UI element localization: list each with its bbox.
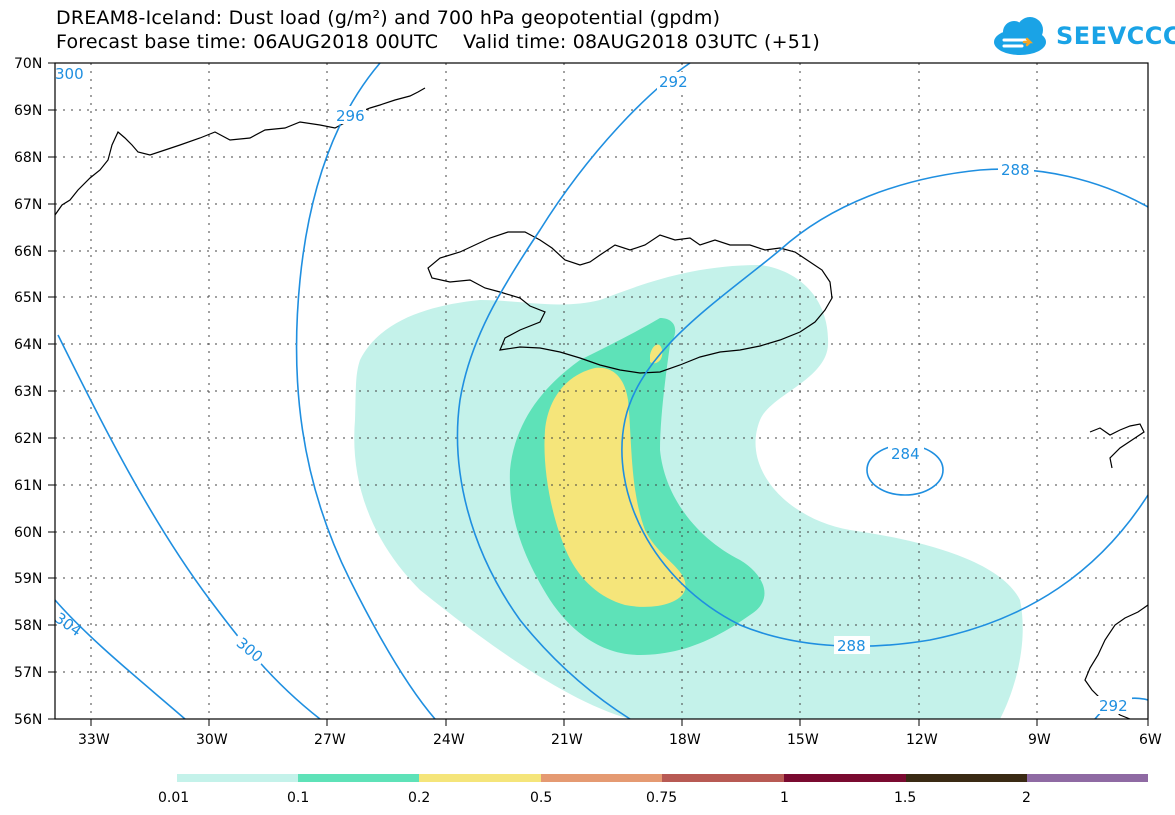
- legend-swatch-0: [177, 774, 298, 782]
- contour-label-296: 296: [336, 107, 365, 125]
- faroe-islands: [1089, 423, 1145, 469]
- longitude-labels: 33W 30W 27W 24W 21W 18W 15W 12W 9W 6W: [78, 732, 1162, 748]
- lon-label-27w: 27W: [314, 732, 346, 748]
- legend-label-2: 2: [1022, 790, 1031, 806]
- lat-label-65n: 65N: [14, 290, 42, 306]
- legend-swatch-7: [1027, 774, 1148, 782]
- legend-colorbar: [177, 774, 1148, 782]
- contour-300-far: [54, 599, 186, 720]
- contour-label-288-south: 288: [837, 637, 866, 655]
- dust-shading: [354, 265, 1023, 719]
- lat-label-66n: 66N: [14, 244, 42, 260]
- lat-label-58n: 58N: [14, 618, 42, 634]
- iceland-coast: [427, 231, 833, 374]
- legend-swatch-3: [541, 774, 662, 782]
- lon-label-9w: 9W: [1028, 732, 1051, 748]
- lon-label-21w: 21W: [551, 732, 583, 748]
- lon-label-6w: 6W: [1139, 732, 1162, 748]
- contour-288-ring: [621, 168, 1149, 648]
- lon-label-12w: 12W: [906, 732, 938, 748]
- lat-label-61n: 61N: [14, 478, 42, 494]
- lat-label-64n: 64N: [14, 337, 42, 353]
- graticule: [55, 63, 1148, 719]
- lat-label-67n: 67N: [14, 197, 42, 213]
- legend-label-1: 1: [780, 790, 789, 806]
- lat-label-62n: 62N: [14, 431, 42, 447]
- legend-label-1.5: 1.5: [894, 790, 916, 806]
- logo-text: SEEVCCC: [1056, 22, 1175, 50]
- legend-label-0.1: 0.1: [287, 790, 309, 806]
- legend-swatch-1: [298, 774, 419, 782]
- dust-region-0.2: [544, 367, 686, 607]
- legend-labels: 0.01 0.1 0.2 0.5 0.75 1 1.5 2: [158, 790, 1031, 806]
- lon-label-18w: 18W: [669, 732, 701, 748]
- map-title-line-1: DREAM8-Iceland: Dust load (g/m²) and 700…: [56, 7, 721, 29]
- contour-label-288-north: 288: [1001, 161, 1030, 179]
- legend-swatch-5: [784, 774, 906, 782]
- lon-label-15w: 15W: [787, 732, 819, 748]
- lon-label-33w: 33W: [78, 732, 110, 748]
- lat-label-69n: 69N: [14, 103, 42, 119]
- map-title-line-2: Forecast base time: 06AUG2018 00UTC Vali…: [56, 31, 820, 53]
- lat-label-60n: 60N: [14, 525, 42, 541]
- legend-label-0.2: 0.2: [408, 790, 430, 806]
- dust-region-0.2-north: [650, 344, 663, 364]
- seevccc-logo: [994, 17, 1046, 55]
- lat-label-59n: 59N: [14, 571, 42, 587]
- contour-292: [456, 62, 691, 720]
- contour-label-300-corner: 300: [55, 65, 84, 83]
- tick-marks: [48, 62, 1149, 726]
- lat-label-57n: 57N: [14, 665, 42, 681]
- contour-label-284: 284: [891, 445, 920, 463]
- legend-label-0.75: 0.75: [646, 790, 677, 806]
- latitude-labels: 70N 69N 68N 67N 66N 65N 64N 63N 62N 61N …: [14, 56, 42, 728]
- contour-label-292: 292: [659, 73, 688, 91]
- lat-label-68n: 68N: [14, 150, 42, 166]
- dust-region-0.01: [354, 265, 1023, 719]
- legend-label-0.5: 0.5: [530, 790, 552, 806]
- contour-label-292-southeast: 292: [1099, 697, 1128, 715]
- contour-296: [295, 62, 436, 720]
- greenland-coast: [54, 87, 426, 216]
- lat-label-70n: 70N: [14, 56, 42, 72]
- lat-label-56n: 56N: [14, 712, 42, 728]
- lon-label-30w: 30W: [196, 732, 228, 748]
- cloud-icon: [994, 17, 1046, 55]
- geopotential-contours: [54, 62, 1149, 720]
- lat-label-63n: 63N: [14, 384, 42, 400]
- legend-swatch-6: [906, 774, 1027, 782]
- legend-swatch-2: [419, 774, 541, 782]
- lon-label-24w: 24W: [433, 732, 465, 748]
- contour-300-west: [57, 334, 321, 720]
- legend-label-0.01: 0.01: [158, 790, 189, 806]
- legend-swatch-4: [662, 774, 784, 782]
